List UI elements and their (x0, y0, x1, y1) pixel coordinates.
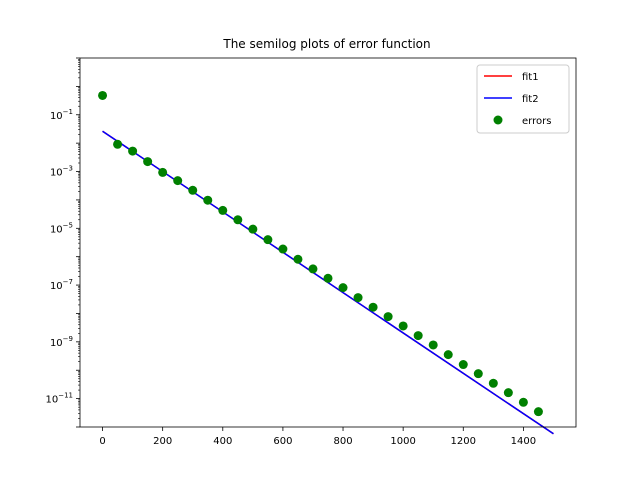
x-tick-label: 600 (273, 436, 292, 447)
y-tick-label: 10−9 (50, 335, 73, 349)
x-tick-label: 0 (99, 436, 105, 447)
data-point (248, 224, 258, 234)
legend-label-fit2: fit2 (522, 94, 539, 105)
y-tick-label: 10−5 (50, 221, 73, 235)
legend-label-errors: errors (522, 116, 551, 127)
x-axis: 0 200 400 600 800 1000 1200 1400 (99, 427, 536, 447)
legend-item-fit2: fit2 (484, 94, 539, 105)
data-point (518, 397, 528, 407)
data-point (413, 331, 423, 341)
data-point (473, 369, 483, 379)
legend-item-errors: errors (493, 115, 551, 127)
data-point (278, 244, 288, 254)
chart-title: The semilog plots of error function (222, 37, 430, 51)
legend-swatch-errors (493, 115, 503, 125)
x-tick-label: 200 (153, 436, 172, 447)
data-point (308, 264, 318, 274)
data-point (158, 167, 168, 177)
legend-item-fit1: fit1 (484, 72, 539, 83)
data-point (263, 235, 273, 245)
data-point (113, 139, 123, 149)
x-tick-label: 400 (213, 436, 232, 447)
data-point (503, 388, 513, 398)
data-point (98, 90, 108, 100)
axes-frame (79, 57, 577, 428)
x-tick-label: 1000 (390, 436, 415, 447)
data-point (458, 360, 468, 370)
data-point (488, 378, 498, 388)
y-tick-label: 10−1 (50, 108, 73, 122)
legend: fit1 fit2 errors (476, 64, 570, 134)
data-point (443, 350, 453, 360)
x-tick-label: 1400 (511, 436, 536, 447)
data-point (428, 340, 438, 350)
data-point (188, 185, 198, 195)
x-tick-label: 1200 (451, 436, 476, 447)
data-point (203, 195, 213, 205)
data-point (398, 321, 408, 331)
y-tick-label: 10−3 (50, 165, 73, 179)
data-point (218, 205, 228, 215)
data-point (368, 302, 378, 312)
data-point (143, 157, 153, 167)
plot-area (98, 90, 554, 435)
data-point (353, 293, 363, 303)
data-point (128, 146, 138, 156)
data-point (533, 407, 543, 417)
y-tick-label: 10−11 (45, 392, 73, 406)
series-points-errors (98, 90, 543, 417)
data-point (383, 312, 393, 322)
data-point (338, 283, 348, 293)
data-point (233, 215, 243, 225)
data-point (293, 254, 303, 264)
data-point (323, 273, 333, 283)
x-tick-label: 800 (333, 436, 352, 447)
legend-label-fit1: fit1 (522, 72, 539, 83)
data-point (173, 176, 183, 186)
y-tick-label: 10−7 (50, 278, 73, 292)
